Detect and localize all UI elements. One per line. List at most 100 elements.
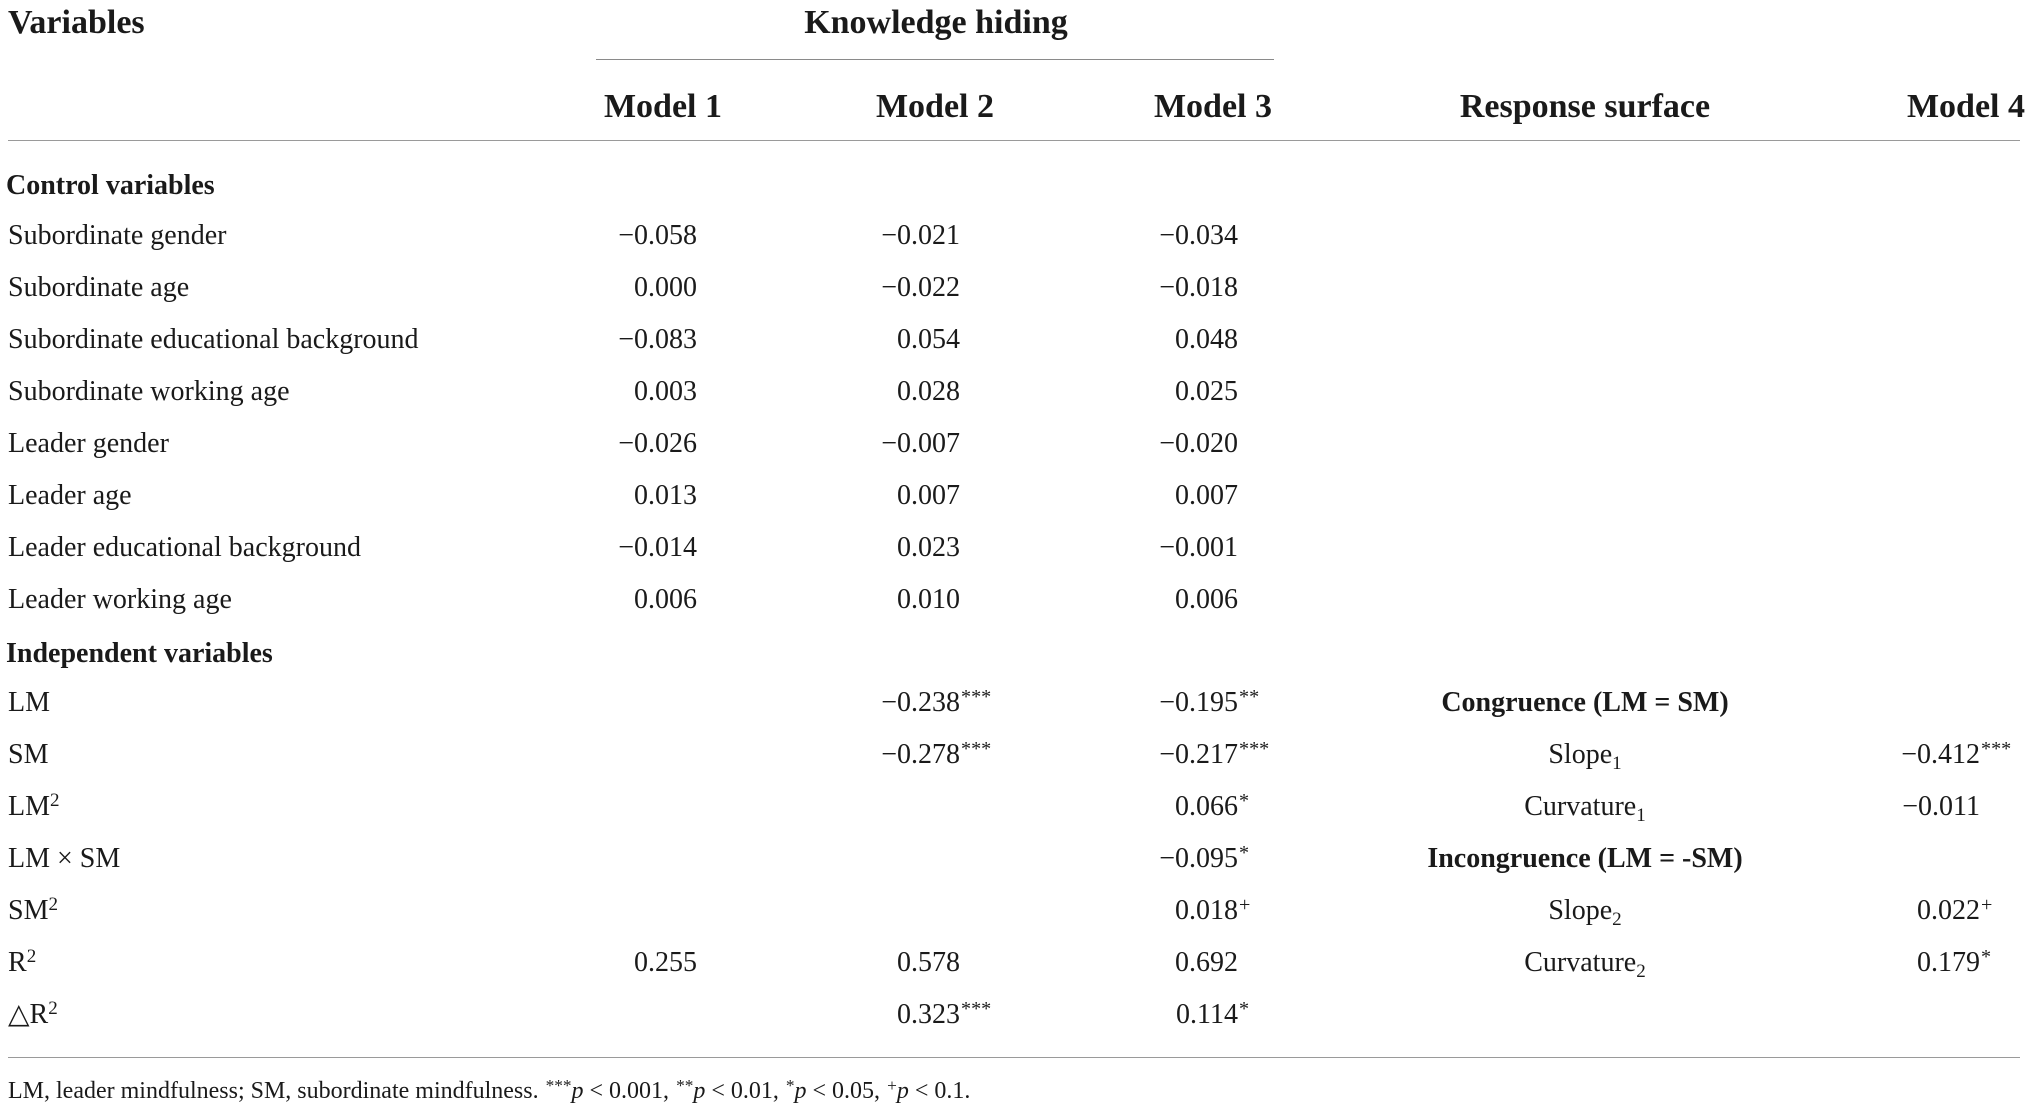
indep-label: R2 (8, 947, 36, 978)
significance-marker: *** (961, 997, 992, 1020)
cell-m1: −0.058 (618, 222, 697, 250)
cell-m1: 0.006 (634, 586, 697, 614)
header-rule (8, 140, 2020, 141)
cell-m3: 0.025 (1175, 378, 1238, 406)
row-label: Leader age (8, 480, 132, 511)
header-model-2: Model 2 (875, 88, 995, 125)
cell-value: −0.412 (1901, 739, 1980, 770)
table-footnote: LM, leader mindfulness; SM, subordinate … (8, 1075, 971, 1104)
cell-m2: 0.023 (897, 534, 960, 562)
row-label: Leader gender (8, 428, 169, 459)
cell-value: 0.025 (1175, 376, 1238, 407)
cell-m3: −0.095* (1159, 841, 1250, 874)
indep-label-text: LM (8, 791, 50, 822)
indep-label-text: SM (8, 739, 49, 770)
cell-m3: 0.018+ (1175, 893, 1251, 925)
header-model-4: Model 4 (1906, 88, 2025, 125)
indep-label: LM × SM (8, 845, 120, 873)
cell-value: 0.114 (1176, 999, 1238, 1030)
footnote-t-3: < 0.05, (806, 1078, 887, 1104)
response-surface-sub: 2 (1636, 960, 1646, 982)
cell-value: −0.007 (881, 428, 960, 459)
cell-value: −0.021 (881, 220, 960, 251)
footnote-t-1: < 0.001, (583, 1078, 676, 1104)
significance-marker: *** (961, 737, 992, 760)
significance-marker: ** (1239, 685, 1260, 708)
cell-m2: −0.021 (881, 222, 960, 250)
cell-m1: 0.013 (634, 482, 697, 510)
indep-label-text: △R (8, 999, 49, 1030)
cell-m2: −0.007 (881, 430, 960, 458)
cell-m2: 0.010 (897, 586, 960, 614)
cell-value: −0.238 (881, 687, 960, 718)
cell-value: 0.013 (634, 480, 697, 511)
cell-value: 0.048 (1175, 324, 1238, 355)
footnote-p-1: p (571, 1078, 584, 1104)
cell-m4: 0.022+ (1917, 894, 1992, 926)
cell-m3: −0.195** (1159, 685, 1260, 717)
cell-value: 0.028 (897, 376, 960, 407)
cell-value: 0.578 (897, 947, 960, 978)
footnote-star-1: *** (545, 1075, 572, 1095)
significance-marker: *** (1981, 737, 2012, 760)
response-surface-text: Incongruence (LM = -SM) (1427, 843, 1743, 874)
cell-value: −0.083 (618, 324, 697, 355)
cell-value: 0.054 (897, 324, 960, 355)
cell-value: 0.006 (634, 584, 697, 615)
response-surface-text: Slope (1548, 895, 1613, 926)
response-surface-term: Slope1 (1410, 741, 1760, 773)
cell-value: 0.007 (897, 480, 960, 511)
cell-m3: 0.066* (1175, 790, 1249, 821)
response-surface-text: Curvature (1524, 947, 1637, 978)
footnote-abbrev: LM, leader mindfulness; SM, subordinate … (8, 1078, 545, 1104)
cell-value: −0.095 (1159, 843, 1238, 874)
cell-m1: 0.000 (634, 274, 697, 302)
cell-value: 0.692 (1175, 947, 1238, 978)
significance-marker: + (1239, 893, 1251, 916)
indep-label-text: R (8, 947, 27, 978)
footnote-star-4: + (887, 1075, 897, 1095)
footnote-p-2: p (693, 1078, 706, 1104)
cell-value: 0.003 (634, 376, 697, 407)
cell-m4: 0.179* (1917, 945, 1992, 977)
footer-rule (8, 1057, 2020, 1058)
header-knowledge-hiding: Knowledge hiding (804, 4, 1068, 41)
response-surface-sub: 2 (1612, 908, 1622, 930)
cell-m2: −0.278*** (881, 737, 992, 769)
response-surface-term: Slope2 (1410, 895, 1760, 929)
header-model-1: Model 1 (603, 88, 723, 125)
footnote-t-4: < 0.1. (908, 1078, 971, 1104)
cell-m1: 0.003 (634, 378, 697, 406)
cell-m3: −0.020 (1159, 430, 1238, 458)
indep-label: LM (8, 689, 50, 717)
significance-marker: * (1239, 841, 1250, 864)
response-surface-text: Curvature (1524, 791, 1637, 822)
indep-label-sup: 2 (50, 790, 60, 812)
cell-m3: −0.034 (1159, 222, 1238, 250)
significance-marker: *** (961, 685, 992, 708)
cell-m3: 0.006 (1175, 586, 1238, 614)
cell-m2: 0.578 (897, 949, 960, 977)
cell-m3: 0.692 (1175, 949, 1238, 977)
footnote-t-2: < 0.01, (705, 1078, 785, 1104)
cell-value: −0.018 (1159, 272, 1238, 303)
indep-label-text: SM (8, 895, 49, 926)
cell-m2: 0.323*** (897, 997, 992, 1029)
cell-m3: −0.018 (1159, 274, 1238, 302)
cell-m3: 0.114* (1176, 998, 1249, 1030)
footnote-star-2: ** (676, 1075, 694, 1095)
row-label: Subordinate working age (8, 376, 290, 407)
cell-m2: −0.238*** (881, 685, 992, 718)
indep-label: △R2 (8, 998, 58, 1030)
indep-label-sup: 2 (48, 998, 58, 1020)
cell-value: −0.058 (618, 220, 697, 251)
cell-value: 0.022 (1917, 895, 1980, 926)
significance-marker: * (1981, 945, 1992, 968)
response-surface-heading: Incongruence (LM = -SM) (1410, 845, 1760, 873)
response-surface-term: Curvature2 (1410, 947, 1760, 981)
cell-value: 0.006 (1175, 584, 1238, 615)
cell-m1: −0.083 (618, 326, 697, 354)
row-label: Subordinate age (8, 272, 190, 303)
footnote-p-4: p (896, 1078, 909, 1104)
indep-label-text: LM × SM (8, 843, 121, 874)
